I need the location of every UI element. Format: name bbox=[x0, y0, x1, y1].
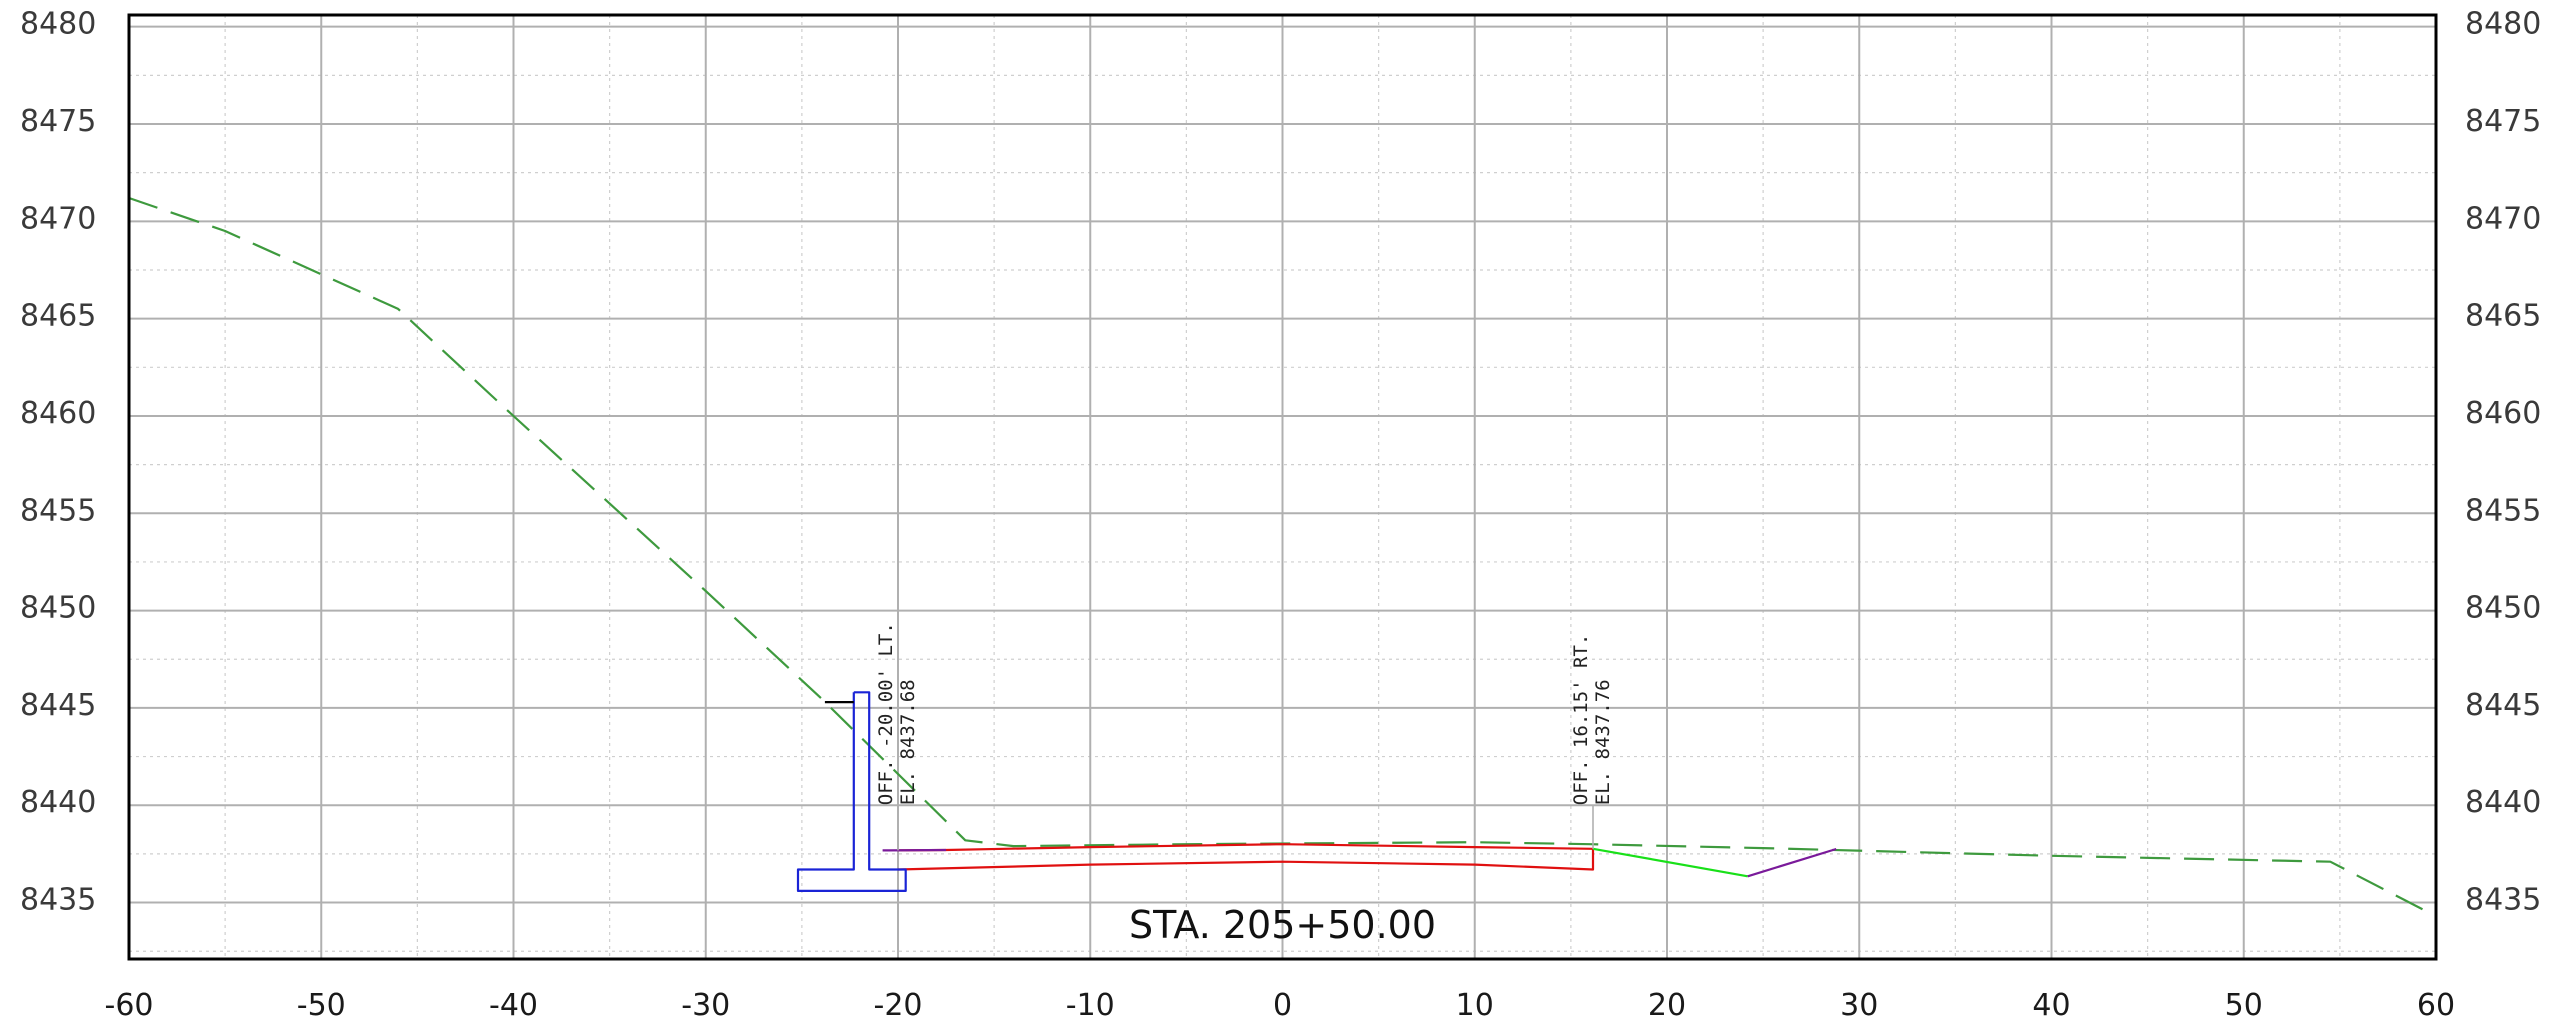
x-tick-label: 40 bbox=[2032, 988, 2070, 1021]
x-tick-label: -30 bbox=[681, 988, 730, 1021]
y-tick-label-left: 8480 bbox=[20, 7, 96, 42]
minor-grid bbox=[129, 15, 2436, 959]
y-tick-label-right: 8480 bbox=[2465, 7, 2541, 42]
y-tick-label-right: 8450 bbox=[2465, 591, 2541, 626]
y-tick-label-left: 8475 bbox=[20, 104, 96, 139]
y-tick-label-left: 8435 bbox=[20, 883, 96, 918]
y-tick-label-left: 8440 bbox=[20, 785, 96, 820]
series-line-side-slope bbox=[1592, 847, 1748, 878]
x-tick-label: 10 bbox=[1456, 988, 1494, 1021]
station-title: STA. 205+50.00 bbox=[1129, 903, 1436, 947]
series-line-existing-ground bbox=[128, 196, 2437, 918]
annotation-layer: OFF. -20.00' LT. EL. 8437.68 OFF. 16.15' R… bbox=[875, 622, 1614, 805]
y-tick-label-right: 8440 bbox=[2465, 785, 2541, 820]
plot-border bbox=[127, 13, 2438, 961]
x-tick-label: -20 bbox=[874, 988, 923, 1021]
x-tick-label: -60 bbox=[105, 988, 154, 1021]
offset-elevation-label: OFF. 16.15' RT. bbox=[1570, 634, 1592, 806]
x-tick-label: 20 bbox=[1648, 988, 1686, 1021]
y-tick-label-left: 8470 bbox=[20, 201, 96, 236]
x-tick-label: 0 bbox=[1273, 988, 1292, 1021]
y-tick-label-right: 8470 bbox=[2465, 201, 2541, 236]
y-tick-label-left: 8465 bbox=[20, 299, 96, 334]
y-tick-label-right: 8475 bbox=[2465, 104, 2541, 139]
series-line-ditch bbox=[1747, 847, 1837, 878]
y-tick-label-left: 8460 bbox=[20, 396, 96, 431]
y-tick-label-left: 8450 bbox=[20, 591, 96, 626]
offset-elevation-label: EL. 8437.76 bbox=[1592, 679, 1614, 805]
tick-labels-layer: 8435 8435 8440 8440 8445 8445 8450 8450 8455 8455… bbox=[20, 7, 2541, 1021]
y-tick-label-right: 8445 bbox=[2465, 688, 2541, 723]
series-line-pavement bbox=[897, 843, 1595, 871]
x-tick-label: 30 bbox=[1840, 988, 1878, 1021]
x-tick-label: -10 bbox=[1066, 988, 1115, 1021]
major-grid bbox=[129, 15, 2436, 959]
x-tick-label: -50 bbox=[297, 988, 346, 1021]
y-tick-label-right: 8460 bbox=[2465, 396, 2541, 431]
x-tick-label: 60 bbox=[2417, 988, 2455, 1021]
x-tick-label: -40 bbox=[489, 988, 538, 1021]
x-tick-label: 50 bbox=[2225, 988, 2263, 1021]
offset-elevation-label: OFF. -20.00' LT. bbox=[875, 622, 897, 805]
y-tick-label-left: 8445 bbox=[20, 688, 96, 723]
series-line-wall bbox=[796, 691, 907, 893]
y-tick-label-right: 8455 bbox=[2465, 493, 2541, 528]
y-tick-label-left: 8455 bbox=[20, 493, 96, 528]
y-tick-label-right: 8435 bbox=[2465, 883, 2541, 918]
plot-border-layer bbox=[127, 13, 2438, 961]
offset-elevation-label: EL. 8437.68 bbox=[897, 679, 919, 805]
series-layer bbox=[128, 196, 2437, 918]
y-tick-label-right: 8465 bbox=[2465, 299, 2541, 334]
